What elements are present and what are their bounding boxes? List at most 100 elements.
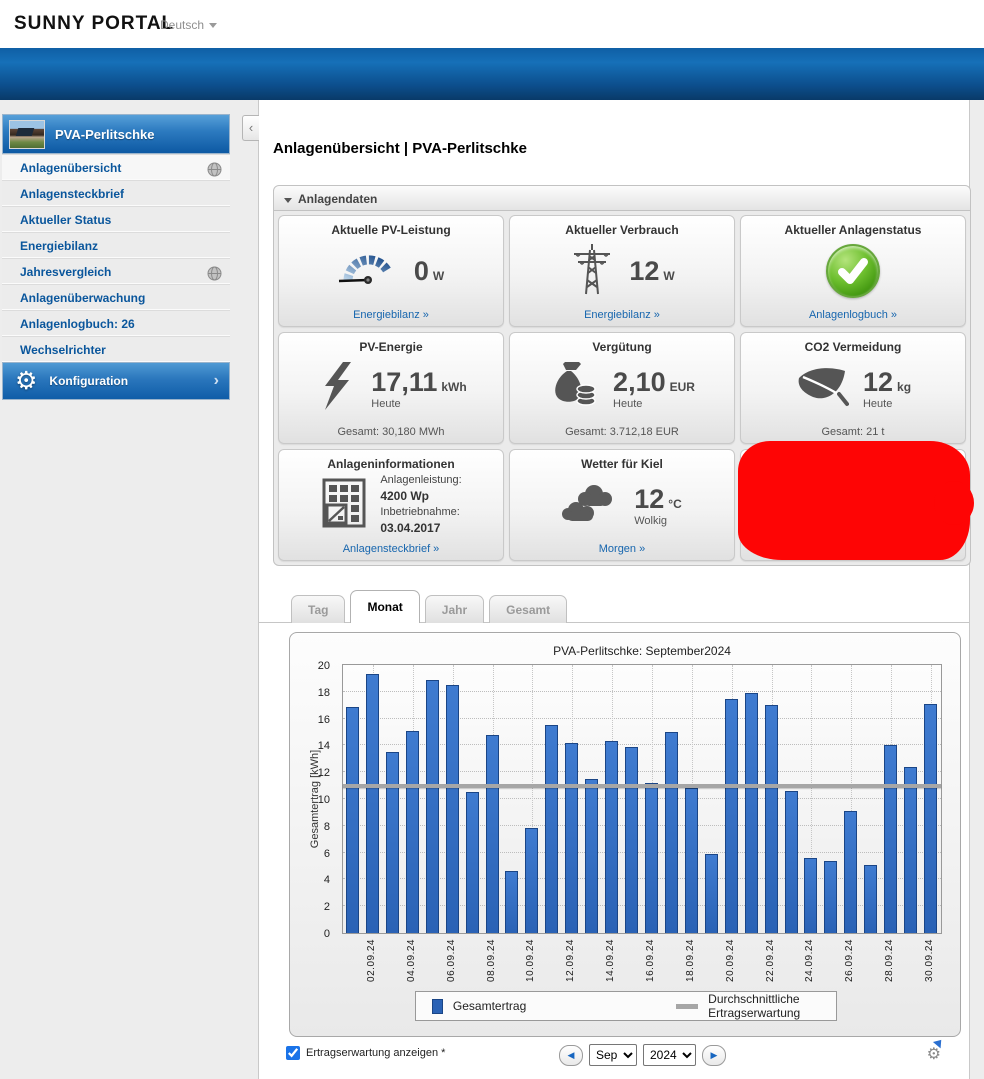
chart-title: PVA-Perlitschke: September2024 — [553, 644, 731, 658]
chart-bar — [684, 788, 698, 933]
tab-tag[interactable]: Tag — [291, 595, 346, 623]
anlagensteckbrief-link[interactable]: Anlagensteckbrief » — [342, 543, 440, 555]
gridline-v — [851, 665, 853, 933]
chart-bar — [625, 746, 639, 933]
tab-jahr[interactable]: Jahr — [424, 595, 485, 623]
sidebar-item-label: Anlagenübersicht — [20, 161, 122, 175]
gridline-h — [343, 824, 941, 826]
tile-unit: W — [432, 268, 445, 283]
legend-label-erwartung: Durchschnittliche Ertragserwartung — [708, 992, 801, 1020]
leaf-icon — [795, 362, 849, 415]
language-selector[interactable]: Deutsch — [160, 18, 218, 32]
money-bag-icon — [549, 361, 599, 416]
sidebar-item-label: Energiebilanz — [20, 239, 99, 253]
legend-bar-swatch — [432, 998, 443, 1014]
gridline-h — [343, 905, 941, 907]
top-header: SUNNY PORTAL Deutsch — [0, 0, 984, 48]
chart-bar — [505, 871, 519, 933]
sidebar-item-konfiguration[interactable]: ⚙ Konfiguration › — [2, 362, 230, 400]
anlagendaten-panel: Anlagendaten Aktuelle PV-Leistung — [273, 185, 974, 566]
gridline-h — [343, 717, 941, 719]
tile-verguetung: Vergütung 2,10 EUR — [509, 332, 735, 444]
chart-panel: PVA-Perlitschke: September2024 Gesamtert… — [289, 632, 961, 1037]
anlagenlogbuch-link[interactable]: Anlagenlogbuch » — [808, 309, 898, 321]
y-tick: 6 — [323, 847, 330, 860]
year-select[interactable]: 2024 — [643, 1044, 696, 1066]
tab-gesamt[interactable]: Gesamt — [489, 595, 568, 623]
tile-total: Gesamt: 30,180 MWh — [337, 426, 445, 438]
sidebar-item-label: Anlagensteckbrief — [20, 187, 125, 201]
red-scribble-redaction — [738, 441, 974, 560]
tile-anlageninformationen: Anlageninformationen — [278, 449, 504, 561]
tile-title: Anlageninformationen — [327, 457, 455, 471]
gridline-v — [811, 665, 813, 933]
sidebar-item-anlagenlogbuch[interactable]: Anlagenlogbuch: 26 — [2, 310, 230, 336]
chart-bar — [924, 703, 938, 933]
chart-bar — [664, 732, 678, 933]
next-month-button[interactable]: ▶ — [702, 1044, 726, 1066]
anlagendaten-panel-header[interactable]: Anlagendaten — [273, 185, 971, 211]
tile-co2: CO2 Vermeidung 12 kg Heute — [740, 332, 966, 444]
energiebilanz-link[interactable]: Energiebilanz » — [584, 309, 660, 321]
chart-bar — [525, 828, 539, 933]
x-tick: 24.09.24 — [804, 939, 816, 982]
tile-title: Vergütung — [592, 340, 652, 354]
chart-bar — [425, 679, 439, 933]
previous-month-button[interactable]: ◀ — [559, 1044, 583, 1066]
chart-legend: Gesamtertrag Durchschnittliche Ertragser… — [415, 991, 837, 1021]
chart-bar — [485, 734, 499, 933]
chart-bar — [445, 685, 459, 933]
gear-arrow-icon — [932, 1036, 946, 1049]
expectation-checkbox[interactable] — [286, 1046, 300, 1060]
chart-bar — [704, 853, 718, 933]
morgen-link[interactable]: Morgen » — [598, 543, 646, 555]
expectation-toggle[interactable]: Ertragserwartung anzeigen * — [286, 1046, 445, 1060]
sidebar-item-label: Anlagenlogbuch: 26 — [20, 317, 135, 331]
chart-bar — [585, 778, 599, 933]
month-select[interactable]: Sep — [589, 1044, 637, 1066]
chart-bar — [545, 725, 559, 933]
sidebar-item-anlagenuebersicht[interactable]: Anlagenübersicht — [2, 154, 230, 180]
sidebar-item-wechselrichter[interactable]: Wechselrichter — [2, 336, 230, 362]
sidebar-item-jahresvergleich[interactable]: Jahresvergleich — [2, 258, 230, 284]
tile-value: 17,11 — [371, 366, 438, 397]
chart-bar — [724, 698, 738, 933]
chart-settings-gear-icon[interactable]: ⚙ — [927, 1036, 946, 1064]
sidebar-item-anlagenueberwachung[interactable]: Anlagenüberwachung — [2, 284, 230, 310]
tile-title: PV-Energie — [359, 340, 423, 354]
konfiguration-label: Konfiguration — [49, 374, 129, 388]
x-tick: 22.09.24 — [764, 939, 776, 982]
tile-value: 12 — [629, 255, 660, 286]
tab-monat[interactable]: Monat — [350, 590, 420, 624]
sidebar-item-energiebilanz[interactable]: Energiebilanz — [2, 232, 230, 258]
chevron-down-icon — [209, 23, 218, 29]
legend-label-gesamtertrag: Gesamtertrag — [452, 999, 527, 1013]
period-navigation: ◀ Sep 2024 ▶ — [559, 1044, 726, 1066]
y-tick: 0 — [323, 928, 330, 940]
chart-bar — [764, 705, 778, 933]
chart-bar — [744, 693, 758, 933]
sidebar-item-anlagensteckbrief[interactable]: Anlagensteckbrief — [2, 180, 230, 206]
chart-bar — [645, 782, 658, 933]
gear-icon: ⚙ — [15, 366, 38, 395]
x-tick: 02.09.24 — [365, 939, 377, 982]
y-tick: 4 — [323, 874, 330, 887]
tile-total: Gesamt: 21 t — [821, 426, 885, 438]
energiebilanz-link[interactable]: Energiebilanz » — [353, 309, 429, 321]
sidebar: PVA-Perlitschke Anlagenübersicht Anlagen… — [2, 114, 230, 400]
plant-info-block: Anlagenleistung: 4200 Wp Inbetriebnahme:… — [380, 473, 461, 536]
gridline-h — [343, 851, 941, 853]
sidebar-plant-header[interactable]: PVA-Perlitschke — [2, 114, 230, 154]
sidebar-item-aktueller-status[interactable]: Aktueller Status — [2, 206, 230, 232]
blue-banner — [0, 48, 984, 100]
globe-icon — [207, 264, 222, 290]
gridline-h — [343, 690, 941, 692]
tile-redacted — [738, 441, 974, 561]
sidebar-collapse-button[interactable]: ‹ — [242, 115, 259, 141]
sidebar-item-label: Wechselrichter — [20, 343, 106, 357]
gridline-h — [343, 798, 941, 799]
x-tick: 26.09.24 — [844, 939, 856, 982]
chart-bar — [465, 792, 479, 933]
y-tick: 20 — [317, 660, 330, 672]
